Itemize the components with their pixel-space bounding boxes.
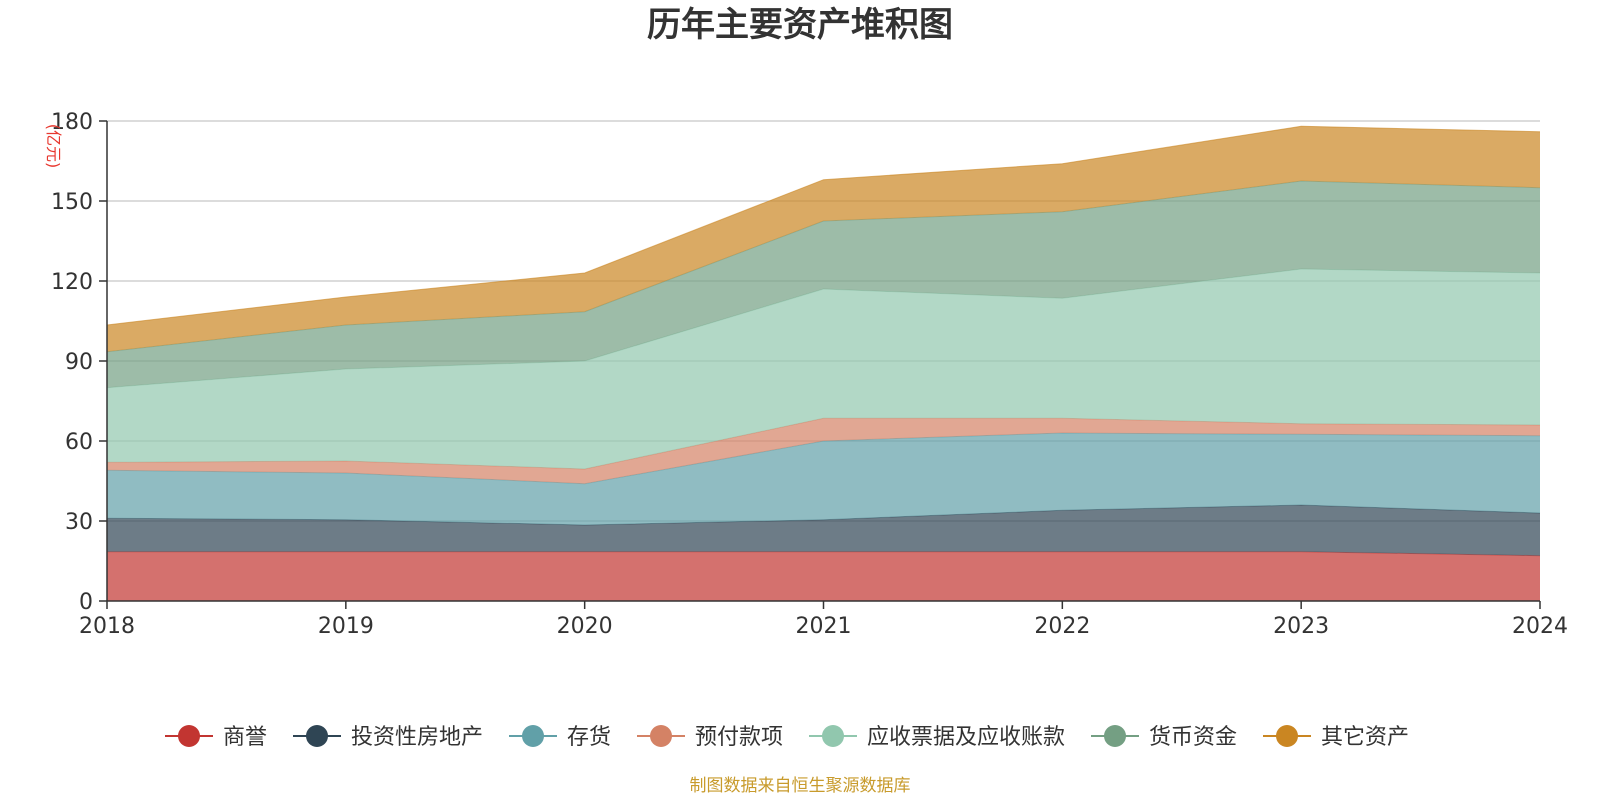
legend-label: 货币资金: [1149, 725, 1237, 750]
y-axis-unit: (亿元): [44, 124, 63, 169]
y-tick-label: 180: [51, 110, 93, 135]
legend-circle-marker: [178, 725, 200, 747]
x-tick-label: 2018: [79, 614, 135, 639]
axes: 0 30 60 90 120 150 180 2018 2019 2020 2021 2022 2023…: [51, 110, 1568, 639]
x-tick-label: 2022: [1034, 614, 1090, 639]
area-series-4: [107, 269, 1540, 469]
area-series-1: [107, 505, 1540, 556]
legend-label: 应收票据及应收账款: [867, 725, 1065, 750]
legend-circle-marker: [650, 725, 672, 747]
x-tick-label: 2021: [796, 614, 852, 639]
y-tick-label: 150: [51, 190, 93, 215]
area-series-5: [107, 181, 1540, 388]
legend-circle-marker: [522, 725, 544, 747]
area-edge-series-6: [106, 125, 1541, 326]
stacked-areas: [106, 125, 1541, 601]
data-source-note: 制图数据来自恒生聚源数据库: [690, 776, 911, 796]
legend-label: 投资性房地产: [351, 725, 483, 750]
x-tick-label: 2020: [557, 614, 613, 639]
legend-circle-marker: [1276, 725, 1298, 747]
legend-item-4[interactable]: 应收票据及应收账款: [809, 725, 1065, 750]
y-tick-label: 90: [65, 350, 93, 375]
area-series-3: [107, 418, 1540, 484]
x-tick-label: 2019: [318, 614, 374, 639]
x-tick-label: 2024: [1512, 614, 1568, 639]
legend-circle-marker: [822, 725, 844, 747]
legend-item-0[interactable]: 商誉: [165, 725, 267, 750]
legend-circle-marker: [306, 725, 328, 747]
legend-item-6[interactable]: 其它资产: [1263, 725, 1409, 750]
y-tick-label: 120: [51, 270, 93, 295]
area-series-6: [107, 126, 1540, 352]
legend-label: 存货: [567, 725, 611, 750]
legend-item-2[interactable]: 存货: [509, 725, 611, 750]
legend-item-3[interactable]: 预付款项: [637, 725, 783, 750]
y-tick-label: 60: [65, 430, 93, 455]
chart-title: 历年主要资产堆积图: [647, 5, 953, 45]
y-tick-label: 0: [79, 590, 93, 615]
legend-label: 其它资产: [1321, 725, 1409, 750]
legend-item-1[interactable]: 投资性房地产: [293, 725, 483, 750]
legend-label: 商誉: [223, 725, 267, 750]
area-series-0: [107, 551, 1540, 601]
legend-label: 预付款项: [695, 725, 783, 750]
legend-item-5[interactable]: 货币资金: [1091, 725, 1237, 750]
area-series-2: [107, 433, 1540, 525]
y-tick-label: 30: [65, 510, 93, 535]
x-tick-label: 2023: [1273, 614, 1329, 639]
legend: 商誉 投资性房地产 存货 预付款项 应收票据及应收账款 货币资金 其它资产: [165, 725, 1409, 750]
legend-circle-marker: [1104, 725, 1126, 747]
